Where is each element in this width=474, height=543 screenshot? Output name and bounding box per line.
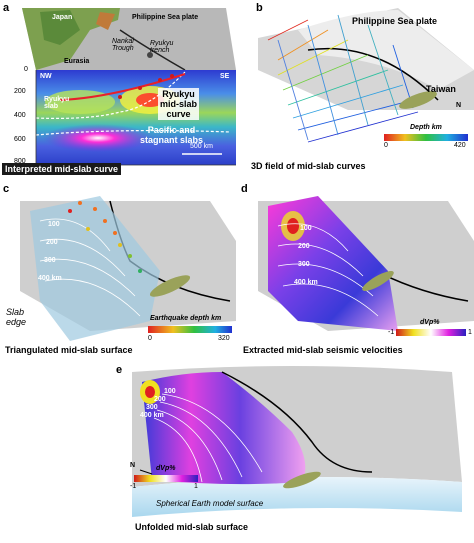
depth-tick-800: 800 xyxy=(14,158,26,165)
contour-200-e: 200 xyxy=(154,396,166,403)
eq-colorbar xyxy=(148,326,232,333)
panel-b-caption: 3D field of mid-slab curves xyxy=(248,160,369,172)
colorbar-max-b: 420 xyxy=(454,142,466,149)
colorbar-title-c: Earthquake depth km xyxy=(150,315,222,322)
label-ryukyu-slab: Ryukyu slab xyxy=(44,96,70,110)
north-arrow-e: N xyxy=(130,462,136,469)
colorbar-min-b: 0 xyxy=(384,142,388,149)
depth-tick-200: 200 xyxy=(14,88,26,95)
panel-a: a Japan Eurasia Nankai Trough Ryukyu tre… xyxy=(0,0,236,178)
unfolded-surface xyxy=(142,372,306,485)
panel-a-graphic xyxy=(22,8,236,166)
colorbar-title-b: Depth km xyxy=(410,124,442,131)
label-philippine: Philippine Sea plate xyxy=(132,14,199,21)
panel-c-graphic xyxy=(20,196,236,341)
depth-tick-600: 600 xyxy=(14,136,26,143)
panel-b: b Philippine Sea plate Taiwan N Depth km… xyxy=(238,0,474,178)
label-japan: Japan xyxy=(52,14,73,21)
panel-e: e 100 200 300 400 km N dVp% -1 1 Spheric… xyxy=(112,362,474,543)
contour-300-c: 300 xyxy=(44,257,56,264)
label-eurasia: Eurasia xyxy=(64,58,90,65)
contour-100-c: 100 xyxy=(48,221,60,228)
panel-e-graphic xyxy=(132,366,462,517)
colorbar-max-c: 320 xyxy=(218,335,230,342)
contour-400-e: 400 km xyxy=(140,412,164,419)
label-nw: NW xyxy=(40,73,52,80)
mid-slab-curves xyxy=(267,14,419,143)
panel-a-letter: a xyxy=(3,2,10,14)
dvp-colorbar-d xyxy=(396,329,466,336)
cross-section xyxy=(36,70,236,165)
label-nankai: Nankai Trough xyxy=(112,38,134,52)
north-arrow-b: N xyxy=(456,102,462,109)
contour-300-d: 300 xyxy=(298,261,310,268)
depth-colorbar xyxy=(384,134,468,141)
label-ryukyu-trench: Ryukyu trench xyxy=(150,40,174,54)
scale-bar-label: 500 km xyxy=(190,143,213,150)
sphere-label: Spherical Earth model surface xyxy=(156,499,264,508)
panel-c-caption: Triangulated mid-slab surface xyxy=(2,344,136,356)
panel-c: c 100 200 300 400 km Slab edge Earthquak… xyxy=(0,181,236,359)
contour-100-e: 100 xyxy=(164,388,176,395)
colorbar-min-c: 0 xyxy=(148,335,152,342)
panel-a-caption: Interpreted mid-slab curve xyxy=(2,163,122,175)
panel-b-graphic xyxy=(258,8,474,143)
panel-e-letter: e xyxy=(116,364,123,376)
dvp-colorbar-e xyxy=(134,475,198,482)
earthquakes xyxy=(68,201,142,273)
panel-e-caption: Unfolded mid-slab surface xyxy=(135,522,249,532)
panel-c-letter: c xyxy=(3,183,10,195)
colorbar-title-e: dVp% xyxy=(156,465,176,472)
colorbar-max-d: 1 xyxy=(468,329,472,336)
colorbar-min-e: -1 xyxy=(130,483,137,490)
panel-d: d 100 200 300 400 km dVp% -1 1 Extracted… xyxy=(238,181,474,359)
colorbar-title-d: dVp% xyxy=(420,319,440,326)
contour-300-e: 300 xyxy=(146,404,158,411)
panel-d-graphic xyxy=(258,196,474,336)
label-taiwan: Taiwan xyxy=(426,84,456,94)
slab-edge-label: Slab edge xyxy=(6,307,27,327)
colorbar-max-e: 1 xyxy=(194,483,198,490)
label-pacific: Pacific and stagnant slabs xyxy=(140,125,204,145)
depth-tick-400: 400 xyxy=(14,112,26,119)
label-philippine-b: Philippine Sea plate xyxy=(352,16,438,26)
contour-400-c: 400 km xyxy=(38,275,62,282)
label-mid-slab-curve: Ryukyu mid-slab curve xyxy=(158,88,200,120)
contour-100-d: 100 xyxy=(300,225,312,232)
panel-d-letter: d xyxy=(241,183,248,195)
depth-tick-0: 0 xyxy=(24,66,28,73)
label-se: SE xyxy=(220,73,230,80)
contour-400-d: 400 km xyxy=(294,279,318,286)
contour-200-d: 200 xyxy=(298,243,310,250)
colorbar-min-d: -1 xyxy=(388,329,395,336)
panel-d-caption: Extracted mid-slab seismic velocities xyxy=(240,344,406,356)
panel-b-letter: b xyxy=(256,2,263,14)
contour-200-c: 200 xyxy=(46,239,58,246)
